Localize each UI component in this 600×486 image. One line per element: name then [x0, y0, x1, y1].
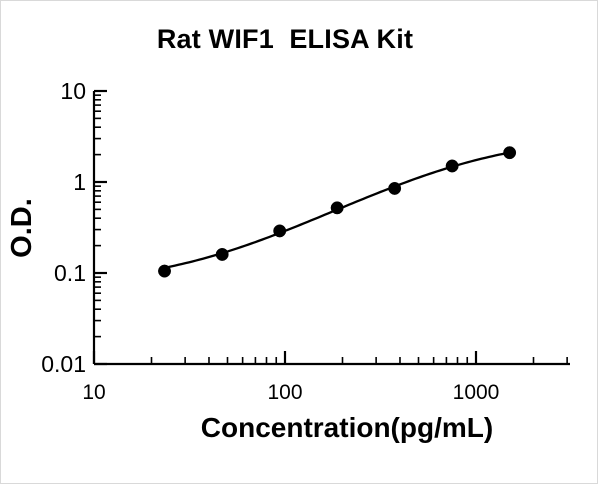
svg-text:0.1: 0.1: [54, 260, 86, 286]
svg-text:10: 10: [82, 381, 105, 404]
svg-text:10: 10: [60, 78, 86, 104]
svg-text:1: 1: [73, 169, 86, 195]
svg-text:1000: 1000: [453, 381, 500, 404]
svg-text:0.01: 0.01: [41, 351, 86, 377]
svg-text:100: 100: [267, 381, 302, 404]
